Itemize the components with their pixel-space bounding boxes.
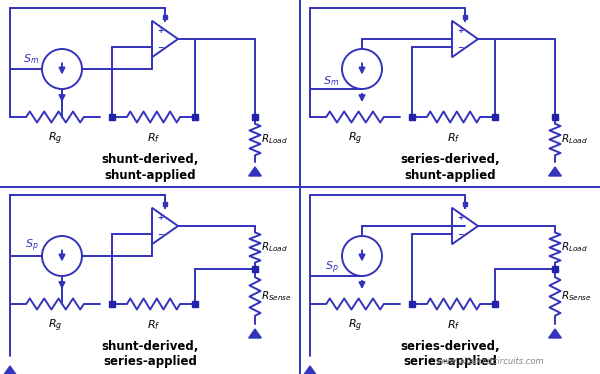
Text: +: + [457,26,463,35]
Text: series-derived,: series-derived, [400,340,500,353]
Text: $R_{Load}$: $R_{Load}$ [261,133,288,146]
Text: −: − [457,230,463,239]
Text: shunt-applied: shunt-applied [404,169,496,181]
Text: $R_{Sense}$: $R_{Sense}$ [261,289,292,303]
Text: series-derived,: series-derived, [400,153,500,166]
Text: $R_g$: $R_g$ [48,131,62,147]
Polygon shape [549,329,562,338]
Text: $S_p$: $S_p$ [25,238,39,254]
Polygon shape [549,167,562,176]
Text: $R_g$: $R_g$ [48,318,62,334]
Text: −: − [457,43,463,52]
Text: $R_g$: $R_g$ [348,318,362,334]
Text: $S_p$: $S_p$ [325,260,339,276]
Text: +: + [157,26,163,35]
Text: $R_f$: $R_f$ [147,318,160,332]
Polygon shape [304,366,316,374]
Polygon shape [4,366,16,374]
Text: $R_{Sense}$: $R_{Sense}$ [561,289,592,303]
Text: −: − [157,230,163,239]
Text: series-applied: series-applied [403,356,497,368]
Text: $R_f$: $R_f$ [447,318,460,332]
Text: $S_m$: $S_m$ [23,52,39,66]
Text: series-applied: series-applied [103,356,197,368]
Text: $R_{Load}$: $R_{Load}$ [561,240,588,254]
Text: $S_m$: $S_m$ [323,74,339,88]
Text: $R_{Load}$: $R_{Load}$ [261,240,288,254]
Text: shunt-applied: shunt-applied [104,169,196,181]
Text: shunt-derived,: shunt-derived, [101,153,199,166]
Text: $R_{Load}$: $R_{Load}$ [561,133,588,146]
Text: +: + [157,213,163,222]
Text: $R_f$: $R_f$ [447,131,460,145]
Text: +: + [457,213,463,222]
Text: −: − [157,43,163,52]
Text: www.allaboutcircuits.com: www.allaboutcircuits.com [436,357,544,366]
Polygon shape [249,329,262,338]
Text: $R_g$: $R_g$ [348,131,362,147]
Text: shunt-derived,: shunt-derived, [101,340,199,353]
Polygon shape [249,167,262,176]
Text: $R_f$: $R_f$ [147,131,160,145]
